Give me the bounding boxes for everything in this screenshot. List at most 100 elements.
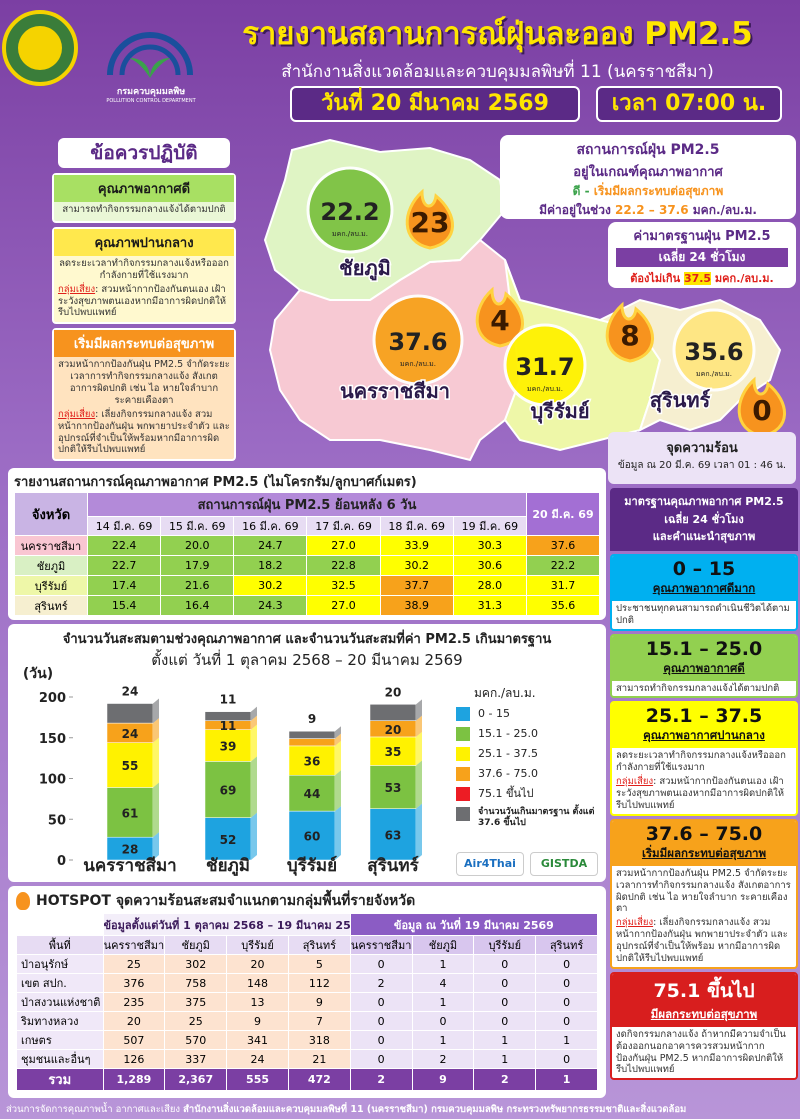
- total-cumulative: 555: [226, 1068, 289, 1091]
- pm25-cell: 37.7: [379, 575, 454, 596]
- cumulative-cell: 148: [226, 973, 289, 993]
- province-name: บุรีรัมย์: [530, 399, 589, 424]
- report-title: รายงานสถานการณ์ฝุ่นละออง PM2.5: [242, 16, 753, 52]
- pm25-cell: 35.6: [526, 595, 600, 616]
- segment-label: 63: [385, 828, 402, 842]
- province-cell: สุรินทร์: [14, 595, 88, 616]
- pm25-unit: มคก./ลบ.ม.: [696, 370, 732, 378]
- pm25-cell: 22.8: [306, 555, 381, 576]
- table-row: สุรินทร์ 15.4 16.4 24.3 27.0 38.9 31.3 35.6: [14, 595, 600, 616]
- segment-label: 20: [385, 723, 402, 737]
- pm25-cell: 38.9: [379, 595, 454, 616]
- cumulative-cell: 376: [102, 973, 166, 993]
- flame-icon: [605, 301, 654, 363]
- segment-label: 24: [122, 727, 139, 741]
- segment-label: 53: [385, 781, 402, 795]
- day-cell: 2: [411, 1049, 475, 1069]
- chart-subtitle: ตั้งแต่ วันที่ 1 ตุลาคม 2568 – 20 มีนาคม…: [151, 651, 463, 669]
- status-line2: อยู่ในเกณฑ์คุณภาพอากาศ: [573, 165, 723, 180]
- x-tick-label: นครราชสีมา: [83, 855, 176, 876]
- period-header: ข้อมูลตั้งแต่วันที่ 1 ตุลาคม 2568 – 19 ม…: [102, 913, 351, 936]
- pm25-cell: 17.4: [86, 575, 162, 596]
- guide-level-head: 75.1 ขึ้นไป มีผลกระทบต่อสุขภาพ: [612, 973, 796, 1027]
- legend-item: 0 - 15: [456, 707, 602, 721]
- flame-icon: [737, 376, 786, 438]
- day-cell: 0: [349, 954, 413, 974]
- legend-label: 37.6 - 75.0: [478, 767, 538, 780]
- segment-label: 11: [220, 719, 237, 733]
- guide-level-head: 37.6 – 75.0 เริ่มมีผลกระทบต่อสุขภาพ: [612, 820, 796, 866]
- cumulative-cell: 21: [287, 1049, 351, 1069]
- pm25-cell: 30.6: [452, 555, 528, 576]
- pm25-circle: [672, 308, 756, 392]
- day-cell: 1: [535, 1030, 598, 1050]
- bar-side: [251, 812, 257, 860]
- advice-title: คุณภาพปานกลาง: [54, 228, 234, 256]
- guide-text: ประชาชนทุกคนสามารถดำเนินชีวิตได้ตามปกติ: [616, 602, 790, 626]
- risk-text: : สวมหน้ากากป้องกันตนเอง เฝ้าระวังสุขภาพ…: [616, 776, 785, 811]
- risk-text: : สวมหน้ากากป้องกันตนเอง เฝ้าระวังสุขภาพ…: [58, 283, 227, 319]
- total-cumulative: 472: [287, 1068, 351, 1091]
- pm25-cell: 32.5: [306, 575, 381, 596]
- bar-side: [416, 760, 422, 809]
- pm25-unit: มคก./ลบ.ม.: [400, 360, 436, 368]
- pm25-value: 35.6: [684, 338, 743, 366]
- bar-side: [251, 706, 257, 721]
- guide-level-head: 0 – 15 คุณภาพอากาศดีมาก: [612, 555, 796, 601]
- bar-side: [251, 756, 257, 818]
- pm25-cell: 20.0: [160, 535, 235, 556]
- area-cell: เกษตร: [16, 1030, 104, 1050]
- province-header: จังหวัด: [14, 492, 88, 536]
- footer-org: สำนักงานสิ่งแวดล้อมและควบคุมมลพิษที่ 11 …: [183, 1104, 687, 1115]
- risk-label: กลุ่มเสี่ยง: [616, 917, 654, 929]
- flame-icon: [475, 286, 524, 348]
- legend-item: จำนวนวันเกินมาตรฐาน ตั้งแต่ 37.6 ขึ้นไป: [456, 807, 602, 829]
- aq-table-title: รายงานสถานการณ์คุณภาพอากาศ PM2.5 (ไมโครก…: [14, 475, 417, 490]
- cumulative-cell: 20: [226, 954, 289, 974]
- bar-side: [335, 733, 341, 746]
- total-day: 2: [349, 1068, 413, 1091]
- status-title: สถานการณ์ฝุ่น PM2.5: [576, 142, 720, 158]
- guide-header-line: และคำแนะนำสุขภาพ: [652, 530, 756, 544]
- y-tick-label: 0: [57, 854, 66, 869]
- date-header: 18 มี.ค. 69: [379, 516, 454, 536]
- status-dash: -: [580, 184, 594, 198]
- hotspot-note: จุดความร้อน ข้อมูล ณ 20 มี.ค. 69 เวลา 01 …: [608, 432, 796, 484]
- legend-swatch: [456, 787, 470, 801]
- bar-side: [335, 740, 341, 776]
- province-name: ชัยภูมิ: [339, 256, 391, 282]
- province-header: สุรินทร์: [535, 935, 598, 955]
- cumulative-cell: 758: [164, 973, 228, 993]
- province-header: นครราชสีมา: [102, 935, 166, 955]
- pm25-value: 22.2: [320, 198, 379, 226]
- status-to: เริ่มมีผลกระทบต่อสุขภาพ: [593, 184, 724, 198]
- pcd-logo-leaf: [130, 58, 170, 78]
- partner-logo: GISTDA: [530, 852, 598, 876]
- cumulative-cell: 570: [164, 1030, 228, 1050]
- hotspot-count: 23: [411, 206, 450, 239]
- day-cell: 1: [473, 1049, 537, 1069]
- cumulative-cell: 375: [164, 992, 228, 1012]
- bar-side: [416, 699, 422, 721]
- cumulative-cell: 25: [164, 1011, 228, 1031]
- y-tick-label: 200: [39, 691, 66, 706]
- legend-label: จำนวนวันเกินมาตรฐาน ตั้งแต่ 37.6 ขึ้นไป: [478, 807, 595, 828]
- table-header-row: จังหวัด สถานการณ์ฝุ่น PM2.5 ย้อนหลัง 6 วั…: [14, 492, 600, 536]
- pm25-circle: [503, 323, 587, 407]
- guide-level: 75.1 ขึ้นไป มีผลกระทบต่อสุขภาพ งดกิจกรรมกล…: [610, 971, 798, 1081]
- bar-side: [335, 806, 341, 860]
- org-name: กรมควบคุมมลพิษ: [116, 87, 186, 97]
- guide-range: 15.1 – 25.0: [645, 637, 763, 660]
- bar-side: [416, 715, 422, 737]
- day-cell: 1: [411, 1030, 475, 1050]
- bar-side: [153, 718, 159, 743]
- bar-side: [153, 698, 159, 724]
- province-header: บุรีรัมย์: [226, 935, 289, 955]
- hotspot-note-title: จุดความร้อน: [666, 441, 738, 456]
- area-cell: เขต สปก.: [16, 973, 104, 993]
- province-cell: บุรีรัมย์: [14, 575, 88, 596]
- date-header: 16 มี.ค. 69: [233, 516, 308, 536]
- cumulative-cell: 341: [226, 1030, 289, 1050]
- hotspot-row: ชุมชนและอื่นๆ 126 337 24 21 0 2 1 0: [16, 1049, 598, 1069]
